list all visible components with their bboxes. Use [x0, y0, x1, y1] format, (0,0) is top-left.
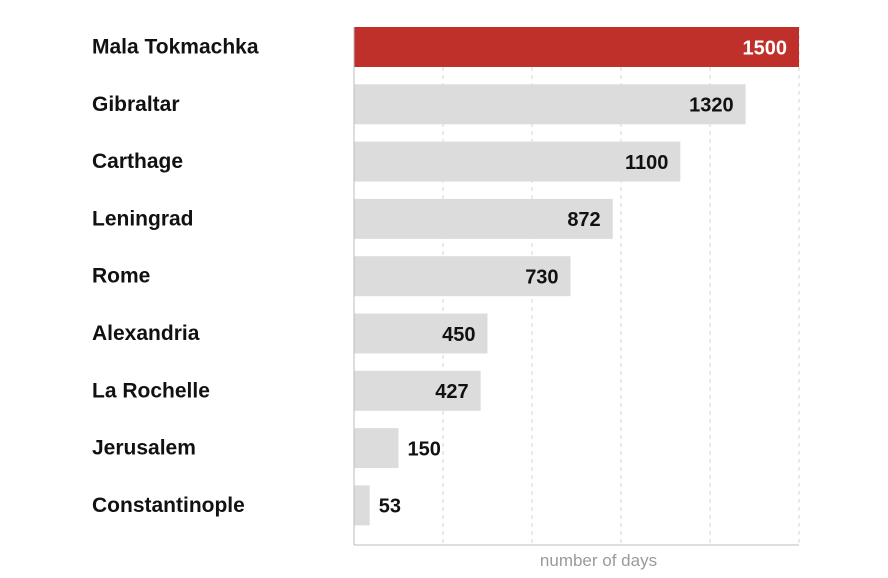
bar-0 — [354, 27, 799, 67]
value-label-7: 150 — [408, 438, 441, 460]
bar-4 — [354, 256, 571, 297]
bar-3 — [354, 198, 613, 239]
value-label-4: 730 — [525, 266, 558, 288]
bars — [354, 27, 799, 526]
bar-1 — [354, 84, 746, 125]
category-label-2: Carthage — [92, 150, 183, 173]
category-label-7: Jerusalem — [92, 437, 196, 460]
bar-5 — [354, 313, 488, 354]
value-label-5: 450 — [442, 324, 475, 346]
category-label-3: Leningrad — [92, 207, 194, 230]
value-label-0: 1500 — [743, 37, 788, 59]
bar-8 — [354, 485, 370, 526]
category-label-4: Rome — [92, 265, 150, 288]
value-label-2: 1100 — [625, 152, 668, 174]
category-label-0: Mala Tokmachka — [92, 36, 259, 59]
value-label-1: 1320 — [689, 95, 734, 117]
category-label-5: Alexandria — [92, 322, 200, 345]
value-label-6: 427 — [435, 381, 468, 403]
x-axis-title: number of days — [540, 551, 657, 570]
value-label-8: 53 — [379, 496, 401, 518]
category-label-1: Gibraltar — [92, 93, 180, 116]
bar-6 — [354, 370, 481, 411]
bar-7 — [354, 428, 399, 469]
labels: Mala Tokmachka 1500 Gibraltar 1320 Carthage 1… — [92, 36, 787, 518]
category-label-6: La Rochelle — [92, 379, 210, 402]
bar-2 — [354, 141, 681, 182]
category-label-8: Constantinople — [92, 494, 245, 517]
value-label-3: 872 — [567, 209, 600, 231]
